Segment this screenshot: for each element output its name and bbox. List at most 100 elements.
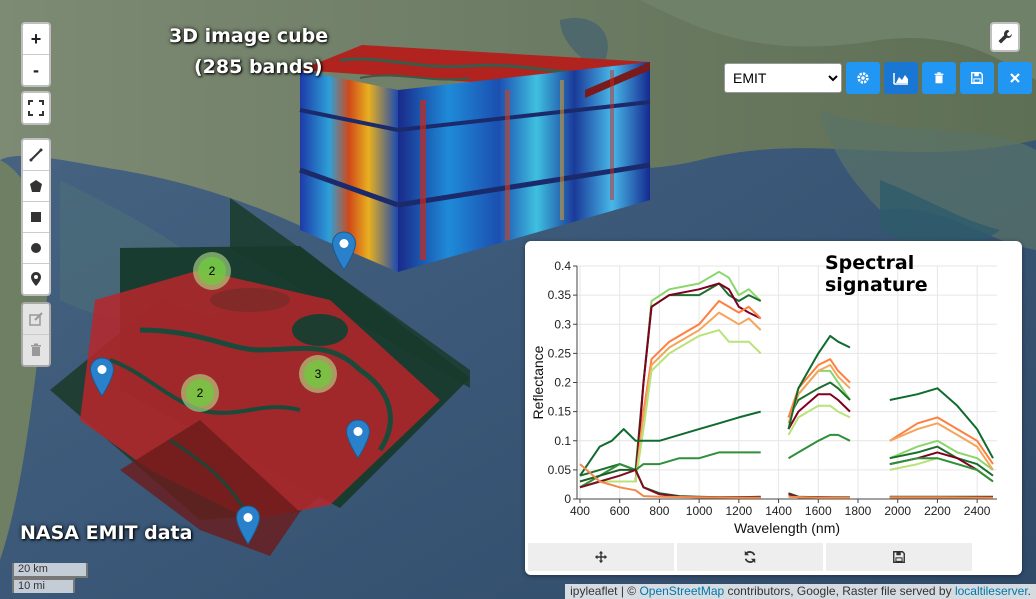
scale-bar: 20 km 10 mi bbox=[12, 563, 88, 593]
series-line bbox=[579, 282, 762, 477]
x-tick-label: 1600 bbox=[805, 504, 832, 518]
y-tick-label: 0 bbox=[564, 492, 571, 506]
y-tick-label: 0.25 bbox=[548, 346, 572, 360]
layer-toolbar: EMIT bbox=[724, 61, 1032, 95]
circle-icon bbox=[31, 243, 41, 253]
panel-title: Spectral signature bbox=[825, 252, 928, 296]
cluster-count: 2 bbox=[186, 379, 214, 407]
trash-icon bbox=[934, 72, 944, 84]
y-tick-label: 0.35 bbox=[548, 288, 572, 302]
attribution: ipyleaflet | © OpenStreetMap contributor… bbox=[565, 584, 1036, 599]
draw-circle-button[interactable] bbox=[23, 233, 49, 264]
series-line bbox=[889, 416, 994, 465]
map-marker-icon[interactable] bbox=[331, 231, 357, 271]
localtileserver-link[interactable]: localtileserver bbox=[954, 584, 1028, 598]
zoom-in-button[interactable]: + bbox=[23, 24, 49, 55]
marker-icon bbox=[31, 272, 41, 286]
x-tick-label: 600 bbox=[610, 504, 630, 518]
series-line bbox=[787, 433, 851, 460]
delete-button[interactable] bbox=[922, 62, 956, 94]
move-icon bbox=[594, 550, 608, 564]
cube-title-line1: 3D image cube bbox=[169, 25, 329, 47]
y-tick-label: 0.15 bbox=[548, 405, 572, 419]
edit-layers-button[interactable] bbox=[23, 304, 49, 335]
spectral-signature-panel: 400 600 800 1000 1200 1400 1600 1800 2000 2200 240… bbox=[525, 241, 1022, 575]
close-icon bbox=[1010, 73, 1020, 83]
series-line bbox=[889, 445, 994, 477]
fullscreen-button[interactable] bbox=[23, 93, 49, 123]
rectangle-icon bbox=[31, 212, 41, 222]
series-line bbox=[579, 463, 761, 499]
cluster-count: 3 bbox=[304, 360, 332, 388]
delete-layers-button[interactable] bbox=[23, 335, 49, 365]
edit-icon bbox=[29, 312, 43, 326]
x-tick-label: 2400 bbox=[964, 504, 991, 518]
x-tick-label: 800 bbox=[649, 504, 669, 518]
scale-mi: 10 mi bbox=[12, 578, 75, 593]
fullscreen-icon bbox=[28, 100, 44, 116]
gear-icon bbox=[857, 72, 869, 84]
save-icon bbox=[971, 72, 983, 84]
osm-link[interactable]: OpenStreetMap bbox=[639, 584, 725, 598]
draw-rectangle-button[interactable] bbox=[23, 202, 49, 233]
polyline-icon bbox=[29, 148, 43, 162]
y-tick-label: 0.1 bbox=[554, 434, 571, 448]
y-tick-label: 0.2 bbox=[554, 376, 571, 390]
x-tick-label: 2000 bbox=[884, 504, 911, 518]
cube-title-line2: (285 bands) bbox=[194, 56, 323, 78]
draw-polygon-button[interactable] bbox=[23, 171, 49, 202]
series-line bbox=[889, 496, 994, 499]
attribution-suffix: . bbox=[1027, 584, 1031, 598]
series-line bbox=[788, 495, 850, 499]
series-line bbox=[889, 439, 994, 471]
save-chart-button[interactable] bbox=[826, 543, 972, 571]
series-line bbox=[579, 410, 761, 477]
x-tick-label: 1400 bbox=[765, 504, 792, 518]
close-button[interactable] bbox=[998, 62, 1032, 94]
marker-cluster[interactable]: 2 bbox=[193, 252, 231, 290]
series-line bbox=[889, 422, 994, 471]
y-tick-label: 0.3 bbox=[554, 317, 571, 331]
map-marker-icon[interactable] bbox=[89, 357, 115, 397]
layer-select[interactable]: EMIT bbox=[724, 63, 842, 93]
scale-km: 20 km bbox=[12, 563, 88, 578]
series-line bbox=[787, 393, 851, 430]
series-line bbox=[787, 404, 851, 436]
x-axis-label: Wavelength (nm) bbox=[734, 520, 840, 536]
settings-button[interactable] bbox=[846, 62, 880, 94]
pan-button[interactable] bbox=[528, 543, 674, 571]
attribution-prefix: ipyleaflet | © bbox=[570, 584, 640, 598]
attribution-middle: contributors, Google, Raster file served… bbox=[724, 584, 955, 598]
x-tick-label: 1800 bbox=[845, 504, 872, 518]
fullscreen-control bbox=[21, 91, 51, 125]
series-line bbox=[579, 451, 761, 489]
polygon-icon bbox=[30, 180, 42, 192]
area-chart-icon bbox=[893, 73, 908, 85]
marker-cluster[interactable]: 3 bbox=[299, 355, 337, 393]
spectral-chart-button[interactable] bbox=[884, 62, 918, 94]
save-button[interactable] bbox=[960, 62, 994, 94]
trash-icon bbox=[31, 343, 41, 356]
reset-button[interactable] bbox=[677, 543, 823, 571]
draw-polyline-button[interactable] bbox=[23, 140, 49, 171]
zoom-out-button[interactable]: - bbox=[33, 59, 39, 80]
y-tick-label: 0.05 bbox=[548, 463, 572, 477]
x-tick-label: 400 bbox=[570, 504, 590, 518]
series-line bbox=[579, 270, 762, 489]
marker-cluster[interactable]: 2 bbox=[181, 374, 219, 412]
edit-toolbar bbox=[21, 302, 51, 367]
series-line bbox=[579, 282, 762, 489]
zoom-control: + - bbox=[21, 22, 51, 87]
spectral-chart: 400 600 800 1000 1200 1400 1600 1800 2000 2200 240… bbox=[530, 259, 997, 536]
wrench-icon bbox=[998, 30, 1012, 44]
map-marker-icon[interactable] bbox=[345, 419, 371, 459]
emit-data-label: NASA EMIT data bbox=[20, 522, 193, 544]
series-line bbox=[787, 334, 851, 430]
draw-marker-button[interactable] bbox=[23, 264, 49, 294]
x-tick-label: 1000 bbox=[686, 504, 713, 518]
series-line bbox=[889, 387, 994, 459]
map-marker-icon[interactable] bbox=[235, 505, 261, 545]
toolbar-toggle-button[interactable] bbox=[990, 22, 1020, 52]
series-line bbox=[787, 381, 851, 418]
